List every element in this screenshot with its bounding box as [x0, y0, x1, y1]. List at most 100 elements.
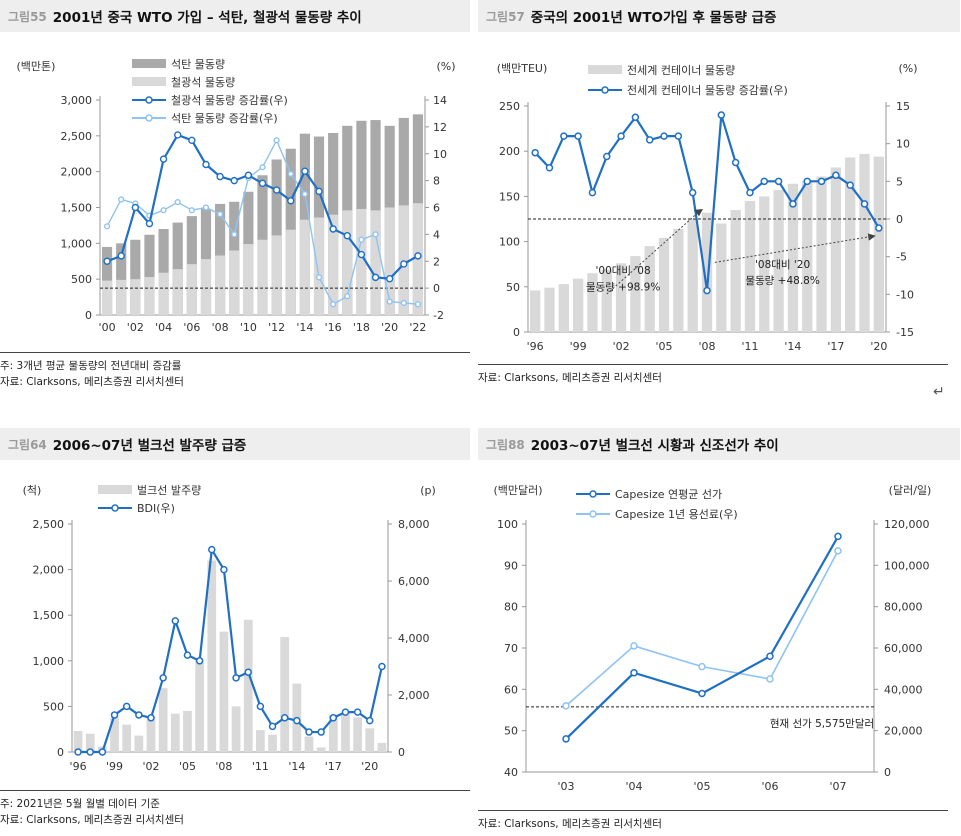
bar-coal-volume — [158, 229, 169, 315]
series-bdi-point — [293, 716, 301, 725]
y-tick-label-left: 40 — [504, 766, 518, 779]
legend-coal-growth-label: 석탄 물동량 증감률(우) — [171, 112, 278, 125]
series-capesize-charter-point — [562, 702, 570, 710]
x-tick-label: '12 — [268, 321, 285, 334]
series-bdi-point — [86, 748, 94, 756]
bar-bulk-orders — [353, 717, 362, 752]
bar-iron-ore-volume — [370, 210, 381, 315]
series-coal-growth-point — [372, 231, 379, 238]
series-capesize-price-point — [834, 532, 842, 541]
reference-label: 현재 선가 5,575만달러 — [770, 718, 874, 730]
series-iron-ore-growth-point — [287, 197, 295, 205]
figure-number: 그림55 — [8, 9, 47, 24]
x-tick-label: '20 — [381, 321, 398, 334]
y-tick-label-right: 0 — [884, 766, 891, 779]
bar-container-volume — [558, 284, 569, 332]
bar-container-volume — [530, 290, 541, 332]
series-iron-ore-growth-point — [174, 131, 182, 139]
y-tick-label-left: 50 — [506, 281, 520, 294]
annotation-label: 물동량 +98.9% — [586, 281, 660, 293]
x-tick-label: '17 — [827, 340, 844, 353]
bar-container-volume — [830, 167, 842, 332]
legend-capesize-price-swatch-marker — [589, 490, 597, 498]
series-bdi-point — [208, 545, 216, 554]
y-axis-right-unit: (%) — [436, 60, 455, 73]
series-coal-growth-point — [315, 274, 323, 281]
y-tick-label-left: 1,000 — [61, 237, 93, 250]
bar-container-volume — [687, 219, 698, 332]
x-tick-label: '08 — [698, 340, 715, 353]
series-iron-ore-growth-point — [188, 136, 196, 145]
figure-number: 그림57 — [486, 9, 525, 24]
series-container-growth-point — [746, 188, 754, 197]
series-container-growth-point — [817, 177, 826, 186]
chart-capesize: (백만달러) (달러/일) 100 90 80 70 60 50 40 120,000 100,00… — [478, 476, 960, 806]
y-tick-label-right: -15 — [896, 326, 914, 339]
panel-container-volume: 그림57 중국의 2001년 WTO가입 후 물동량 급증 (백만TEU) (%)… — [478, 0, 960, 400]
y-tick-label-right: 2 — [433, 255, 440, 268]
x-tick-label: '04 — [625, 780, 642, 793]
series-iron-ore-growth-point — [329, 225, 337, 233]
y-tick-label-right: 6 — [433, 202, 440, 215]
x-tick-label: '18 — [353, 321, 370, 334]
bar-iron-ore-volume — [257, 239, 268, 315]
series-iron-ore-growth-point — [159, 155, 168, 163]
series-capesize-charter-point — [698, 662, 706, 671]
x-tick-label: '07 — [829, 780, 846, 793]
legend-iron-ore-growth-swatch-marker — [145, 96, 153, 104]
series-bdi-point — [256, 702, 265, 711]
bar-container-volume — [615, 263, 627, 332]
y-tick-label-right: 0 — [398, 746, 405, 759]
series-container-growth-point — [660, 132, 668, 140]
y-tick-label-left: 0 — [513, 326, 520, 339]
y-tick-label-right: 10 — [433, 148, 447, 161]
y-tick-label-right: 10 — [896, 138, 910, 151]
y-axis-left-unit: (척) — [23, 484, 42, 497]
y-tick-label-left: 250 — [499, 100, 520, 113]
x-tick-label: '02 — [613, 340, 630, 353]
bar-bulk-orders — [268, 734, 277, 752]
panel-bulk-orders: 그림64 2006~07년 벌크선 발주량 급증 (척) (p) 2,500 2,00… — [0, 428, 470, 836]
y-tick-label-left: 90 — [504, 559, 518, 572]
series-bdi-point — [135, 711, 143, 719]
chart-svg: (백만TEU) (%)250200150100500151050-5-10-15'… — [497, 62, 918, 353]
series-bdi-point — [305, 728, 313, 736]
bar-bulk-orders — [85, 733, 95, 752]
series-coal-growth-point — [217, 211, 224, 218]
series-iron-ore-growth-point — [371, 273, 380, 282]
figure-title: 2001년 중국 WTO 가입 – 석탄, 철광석 물동량 추이 — [52, 10, 362, 26]
series-iron-ore-growth-point — [216, 172, 224, 181]
series-iron-ore-growth-point — [343, 232, 351, 240]
bar-container-volume — [644, 246, 655, 332]
series-coal-growth-point — [344, 293, 351, 300]
y-tick-label-right: -10 — [896, 288, 914, 301]
bar-iron-ore-volume — [384, 207, 395, 315]
series-bdi-point — [98, 748, 107, 756]
series-iron-ore-growth-point — [385, 275, 394, 283]
chart-svg: (백만달러) (달러/일) 100 90 80 70 60 50 40 120,000 100,00… — [493, 483, 931, 793]
series-bdi-point — [244, 668, 252, 676]
series-bdi-point — [329, 714, 338, 722]
legend-container-volume-swatch — [588, 65, 622, 74]
y-tick-label-left: 3,000 — [61, 94, 93, 107]
series-container-growth-point — [645, 136, 654, 144]
bar-coal-volume — [116, 243, 127, 315]
y-axis-left-unit: (백만TEU) — [497, 62, 548, 75]
x-tick-label: '05 — [656, 340, 673, 353]
series-iron-ore-growth-point — [244, 171, 253, 179]
series-container-growth-point — [860, 200, 869, 208]
bar-container-volume — [730, 209, 741, 332]
bar-bulk-orders — [219, 631, 229, 752]
y-tick-label-left: 2,000 — [33, 564, 65, 577]
y-tick-label-left: 80 — [504, 601, 518, 614]
bar-iron-ore-volume — [144, 277, 155, 315]
footnote: 주: 2021년은 5월 월별 데이터 기준 — [0, 798, 160, 810]
series-bdi-point — [317, 728, 325, 736]
bar-iron-ore-volume — [398, 205, 409, 315]
series-container-growth-point — [574, 132, 582, 140]
legend-bdi-swatch-marker — [111, 504, 119, 512]
x-tick-label: '99 — [106, 760, 123, 773]
x-tick-label: '20 — [870, 340, 887, 353]
series-iron-ore-growth-point — [357, 250, 366, 259]
y-tick-label-left: 2,500 — [61, 130, 93, 143]
